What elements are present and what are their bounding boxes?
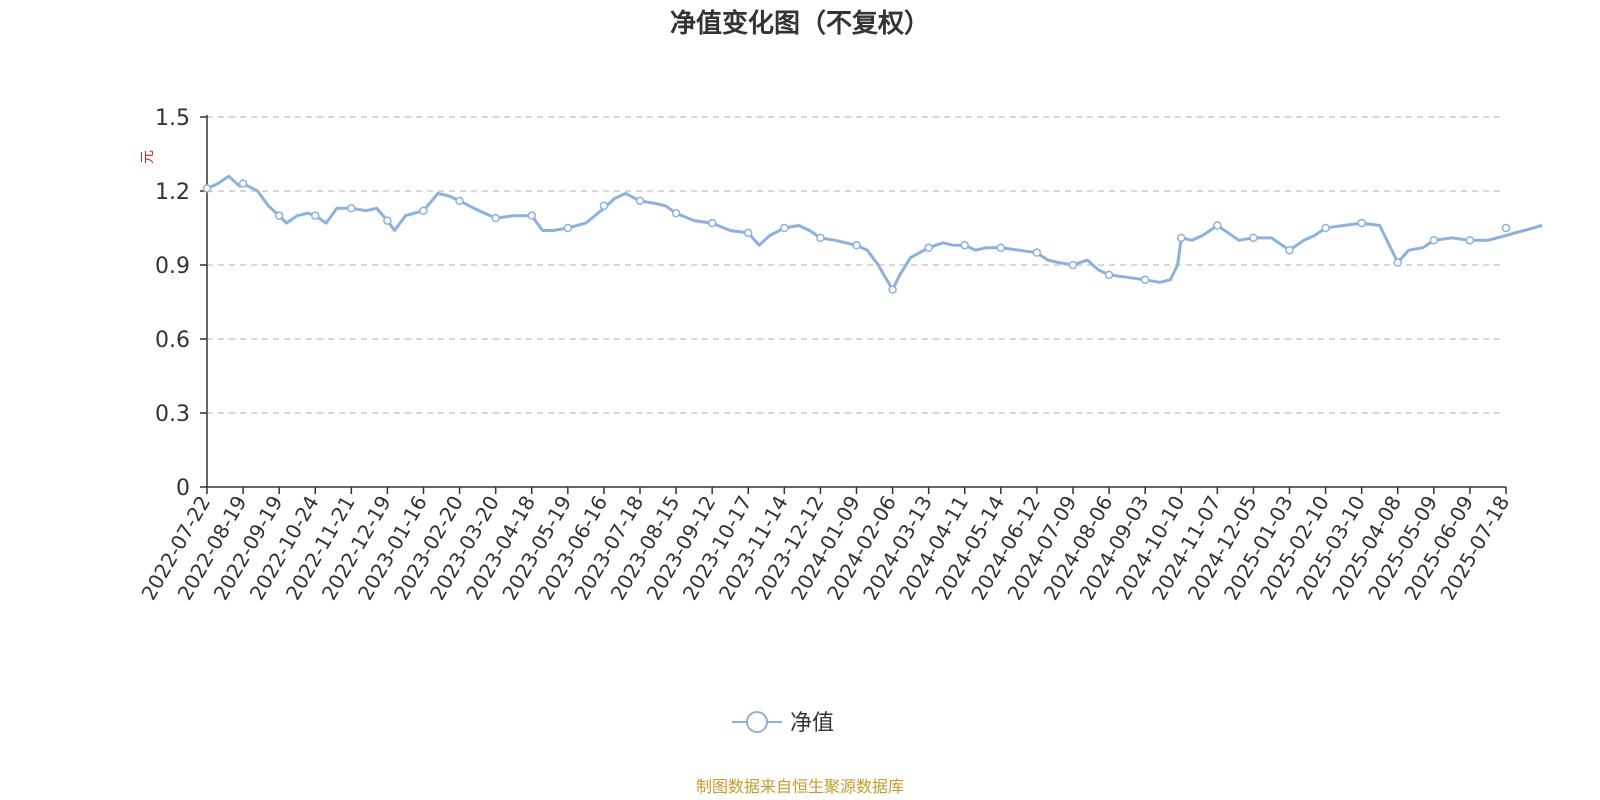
data-point — [202, 184, 212, 193]
data-point — [491, 213, 500, 223]
data-point — [311, 211, 320, 220]
legend-label: 净值 — [790, 711, 834, 736]
legend-marker-icon — [746, 711, 768, 733]
x-tick-labels: 2022-07-222022-08-192022-09-192022-10-24… — [136, 491, 1514, 604]
data-point — [1249, 233, 1258, 243]
data-point — [780, 223, 789, 233]
data-point — [527, 211, 536, 220]
data-point — [1177, 233, 1186, 243]
data-point — [1032, 248, 1042, 257]
data-point — [744, 228, 753, 238]
data-point — [1213, 221, 1222, 230]
data-point — [1321, 223, 1330, 233]
data-point — [707, 218, 717, 228]
data-point — [816, 233, 825, 243]
data-point — [888, 285, 897, 294]
data-point — [419, 206, 428, 215]
data-point — [238, 179, 248, 188]
data-point — [924, 243, 933, 252]
data-point — [383, 216, 392, 225]
gridlines — [207, 116, 1501, 414]
chart-title: 净值变化图（不复权） — [670, 8, 930, 39]
y-tick-label: 0 — [176, 476, 190, 501]
legend[interactable]: 净值 — [732, 711, 834, 736]
data-point — [455, 196, 464, 206]
y-axis-label: 元 — [140, 150, 156, 164]
series-line — [206, 174, 1543, 292]
data-point — [347, 204, 356, 213]
y-tick-label: 1.2 — [155, 180, 190, 205]
data-point — [1285, 245, 1294, 255]
y-tick-labels: 0 0.3 0.6 0.9 1.2 1.5 — [155, 106, 190, 501]
data-point — [1429, 236, 1439, 245]
y-tick-label: 0.9 — [155, 254, 190, 279]
axes — [200, 115, 1507, 494]
data-point — [1393, 258, 1402, 267]
y-tick-label: 0.6 — [155, 328, 190, 353]
data-point — [1501, 223, 1511, 233]
data-point — [1465, 236, 1475, 245]
data-point — [852, 241, 861, 250]
data-source-note: 制图数据来自恒生聚源数据库 — [696, 777, 904, 796]
data-point — [563, 223, 573, 233]
data-point — [1357, 218, 1366, 228]
data-point — [599, 201, 609, 211]
data-point — [960, 241, 969, 250]
data-point — [1104, 270, 1114, 280]
y-tick-label: 0.3 — [155, 402, 190, 427]
data-point — [1140, 275, 1150, 285]
data-point — [635, 196, 645, 206]
series-group — [202, 174, 1543, 294]
y-tick-label: 1.5 — [155, 106, 190, 131]
data-point — [1068, 260, 1078, 270]
data-point — [671, 208, 681, 218]
data-point — [274, 211, 284, 220]
data-point — [996, 243, 1006, 252]
